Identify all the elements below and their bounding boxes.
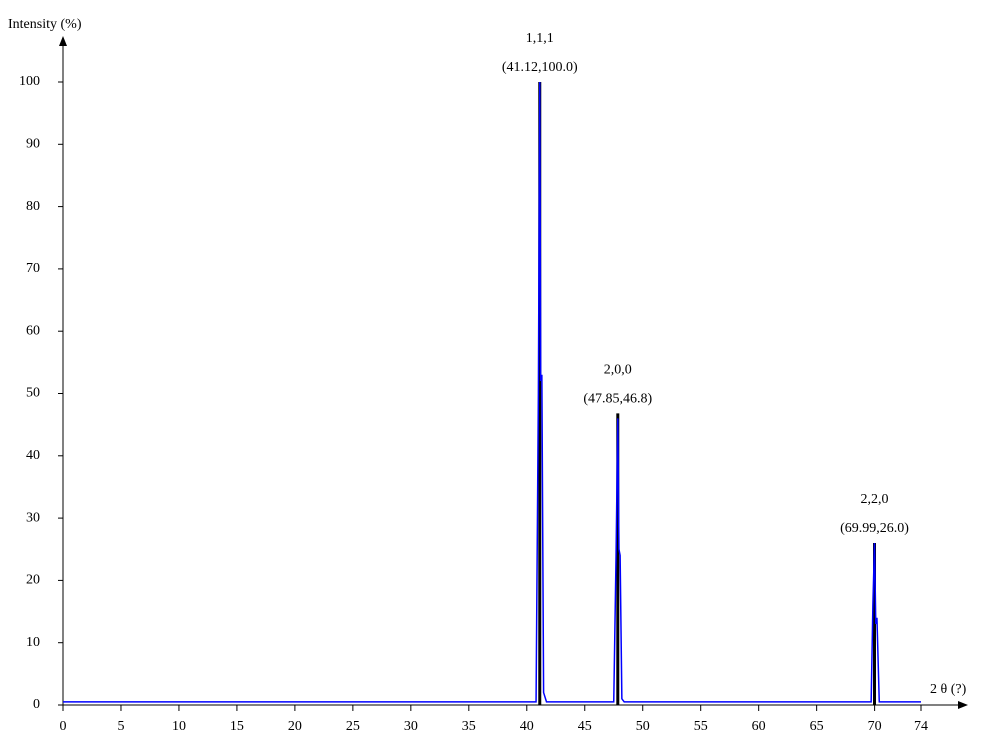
x-axis-label: 2 θ (?) <box>930 682 967 697</box>
x-tick-label: 60 <box>752 719 766 734</box>
x-tick-label: 74 <box>914 719 928 734</box>
y-tick-label: 40 <box>26 448 40 463</box>
x-tick-label: 20 <box>288 719 302 734</box>
peak-hkl: 2,0,0 <box>604 363 632 378</box>
profile-line <box>63 82 921 702</box>
x-tick-label: 50 <box>636 719 650 734</box>
x-tick-label: 0 <box>60 719 67 734</box>
y-tick-label: 100 <box>19 74 40 89</box>
peak-hkl: 2,2,0 <box>861 492 889 507</box>
y-tick-label: 30 <box>26 510 40 525</box>
y-tick-label: 10 <box>26 635 40 650</box>
x-tick-label: 15 <box>230 719 244 734</box>
x-axis-arrow <box>958 701 968 709</box>
x-tick-label: 35 <box>462 719 476 734</box>
x-tick-label: 25 <box>346 719 360 734</box>
y-axis-label: Intensity (%) <box>8 17 82 32</box>
y-tick-label: 20 <box>26 573 40 588</box>
peak-position: (69.99,26.0) <box>840 521 909 536</box>
peak-position: (41.12,100.0) <box>502 60 578 75</box>
x-tick-label: 10 <box>172 719 186 734</box>
y-tick-label: 50 <box>26 386 40 401</box>
y-tick-label: 80 <box>26 199 40 214</box>
x-tick-label: 30 <box>404 719 418 734</box>
x-tick-label: 70 <box>868 719 882 734</box>
peak-hkl: 1,1,1 <box>526 31 554 46</box>
y-tick-label: 60 <box>26 323 40 338</box>
y-tick-label: 70 <box>26 261 40 276</box>
x-tick-label: 5 <box>117 719 124 734</box>
chart: Intensity (%) 2 θ (?) 010203040506070809… <box>0 0 989 747</box>
x-tick-label: 65 <box>810 719 824 734</box>
y-tick-label: 90 <box>26 137 40 152</box>
x-tick-label: 45 <box>578 719 592 734</box>
y-axis-arrow <box>59 36 67 46</box>
y-tick-label: 0 <box>33 697 40 712</box>
x-tick-label: 40 <box>520 719 534 734</box>
peak-position: (47.85,46.8) <box>583 392 652 407</box>
x-tick-label: 55 <box>694 719 708 734</box>
